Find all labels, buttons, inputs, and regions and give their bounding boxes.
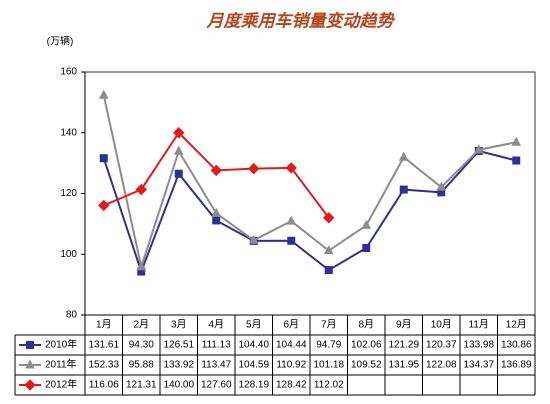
y-axis-label: (万辆) xyxy=(47,35,74,48)
y-tick-label: 80 xyxy=(66,310,78,321)
marker xyxy=(210,164,222,177)
table-value: 131.61 xyxy=(88,340,119,351)
marker xyxy=(398,151,409,161)
table-value: 134.37 xyxy=(463,360,494,371)
table-value: 116.06 xyxy=(89,380,119,391)
marker xyxy=(436,181,447,191)
y-tick-label: 140 xyxy=(60,127,77,138)
marker xyxy=(248,162,260,175)
x-tick-label: 12月 xyxy=(506,319,527,331)
table-value: 104.40 xyxy=(238,340,269,351)
y-tick-label: 100 xyxy=(60,249,77,260)
table-value: 94.30 xyxy=(129,340,154,351)
table-value: 152.33 xyxy=(88,360,119,371)
table-value: 104.59 xyxy=(238,360,269,371)
table-value: 121.31 xyxy=(126,380,157,391)
marker xyxy=(174,169,183,178)
table-value: 111.13 xyxy=(202,340,232,351)
table-value: 102.06 xyxy=(351,340,382,351)
legend-label: 2010年 xyxy=(45,338,77,351)
marker xyxy=(24,379,36,391)
x-tick-label: 9月 xyxy=(396,319,412,331)
x-tick-label: 11月 xyxy=(469,319,489,331)
legend-label: 2012年 xyxy=(45,378,77,391)
table-value: 113.47 xyxy=(201,360,231,371)
marker xyxy=(512,156,521,165)
marker xyxy=(285,162,297,174)
x-tick-label: 5月 xyxy=(246,319,262,331)
marker xyxy=(99,154,108,163)
table-value: 126.51 xyxy=(163,340,194,351)
table-value: 94.79 xyxy=(316,340,341,351)
table-value: 140.00 xyxy=(163,380,194,391)
x-tick-label: 4月 xyxy=(208,319,224,331)
table-value: 127.60 xyxy=(201,380,232,391)
x-tick-label: 10月 xyxy=(431,319,452,331)
series-line xyxy=(102,149,517,275)
marker xyxy=(248,234,259,244)
table-value: 136.89 xyxy=(501,360,532,371)
table-value: 133.98 xyxy=(463,340,494,351)
marker xyxy=(212,216,221,225)
x-tick-label: 6月 xyxy=(283,319,299,331)
marker xyxy=(25,359,35,369)
y-tick-label: 120 xyxy=(60,188,77,199)
table-value: 110.92 xyxy=(276,360,306,371)
marker xyxy=(135,183,147,196)
table-value: 101.18 xyxy=(313,360,344,371)
chart-title: 月度乘用车销量变动趋势 xyxy=(206,11,396,30)
x-tick-label: 7月 xyxy=(321,319,337,331)
table-value: 128.19 xyxy=(238,380,269,391)
marker xyxy=(286,215,297,225)
x-tick-label: 3月 xyxy=(171,319,187,331)
table-value: 120.37 xyxy=(426,340,457,351)
marker xyxy=(98,199,110,212)
table-value: 131.95 xyxy=(388,360,419,371)
table-value: 112.02 xyxy=(314,380,344,391)
table-value: 130.86 xyxy=(501,340,532,351)
marker xyxy=(473,144,484,154)
marker xyxy=(211,207,222,217)
marker xyxy=(173,127,185,139)
marker xyxy=(26,341,34,349)
table-value: 104.44 xyxy=(276,340,307,351)
marker xyxy=(399,185,408,194)
marker xyxy=(173,145,184,155)
marker xyxy=(287,236,296,245)
table-value: 128.42 xyxy=(276,380,307,391)
table-value: 122.08 xyxy=(426,360,457,371)
marker xyxy=(323,212,335,224)
marker xyxy=(361,219,372,229)
series-line xyxy=(102,95,517,271)
table-value: 109.52 xyxy=(351,360,382,371)
marker xyxy=(511,136,522,146)
y-tick-label: 160 xyxy=(60,67,77,78)
marker xyxy=(324,266,333,275)
table-value: 121.29 xyxy=(388,340,419,351)
marker xyxy=(98,89,109,99)
x-tick-label: 1月 xyxy=(96,319,112,331)
table-value: 133.92 xyxy=(163,360,194,371)
marker xyxy=(323,245,334,255)
table-value: 95.88 xyxy=(129,360,154,371)
x-tick-label: 8月 xyxy=(358,319,374,331)
marker xyxy=(136,261,147,271)
legend-label: 2011年 xyxy=(45,358,77,371)
x-tick-label: 2月 xyxy=(133,319,149,331)
marker xyxy=(362,243,371,252)
